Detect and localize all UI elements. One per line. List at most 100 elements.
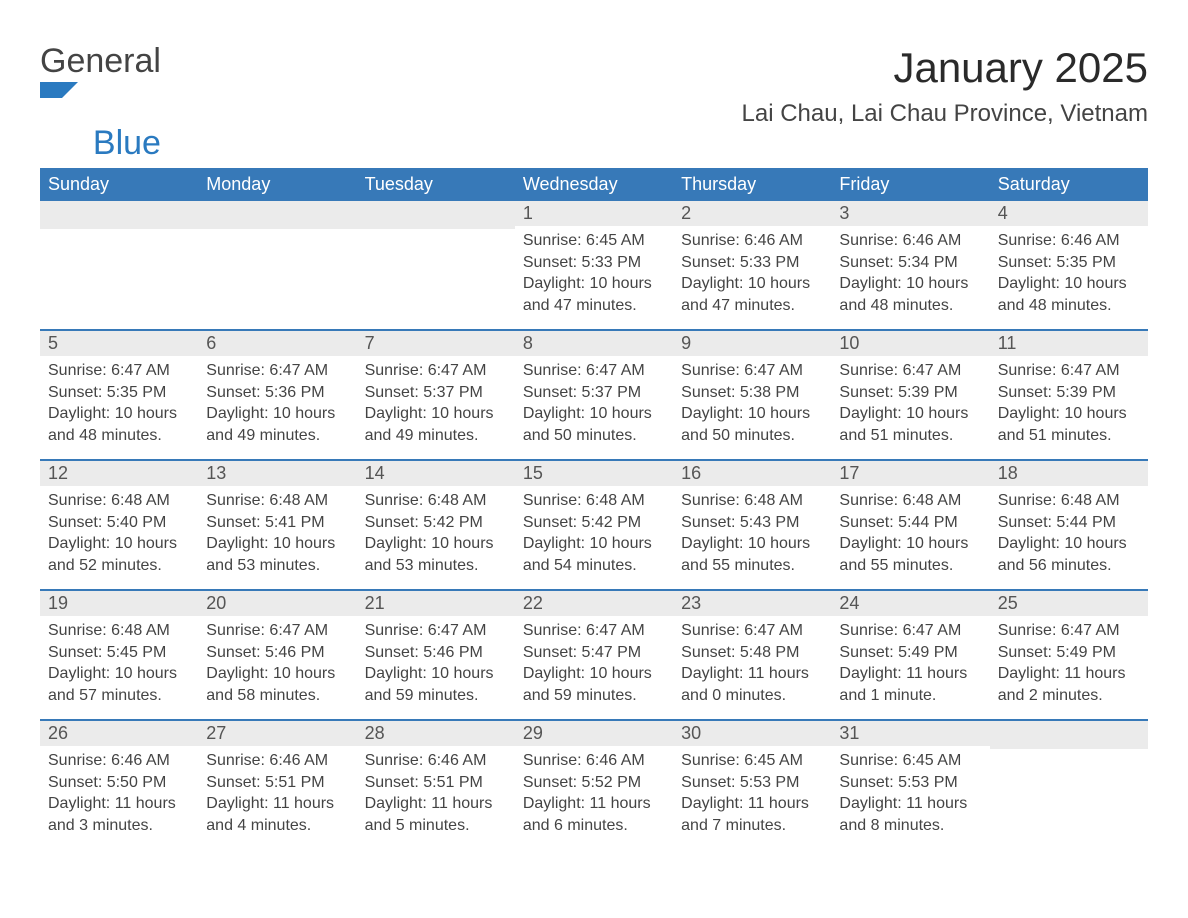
day-content: Sunrise: 6:47 AMSunset: 5:46 PMDaylight:… xyxy=(198,616,356,716)
daylight-text: Daylight: 10 hours and 47 minutes. xyxy=(523,273,665,316)
weekday-header: Saturday xyxy=(990,168,1148,201)
sunrise-text: Sunrise: 6:47 AM xyxy=(839,620,981,642)
day-cell: 8Sunrise: 6:47 AMSunset: 5:37 PMDaylight… xyxy=(515,331,673,459)
sunset-text: Sunset: 5:35 PM xyxy=(48,382,190,404)
day-content: Sunrise: 6:45 AMSunset: 5:53 PMDaylight:… xyxy=(673,746,831,846)
daylight-text: Daylight: 10 hours and 51 minutes. xyxy=(998,403,1140,446)
sunset-text: Sunset: 5:41 PM xyxy=(206,512,348,534)
sunset-text: Sunset: 5:44 PM xyxy=(998,512,1140,534)
sunset-text: Sunset: 5:38 PM xyxy=(681,382,823,404)
daylight-text: Daylight: 11 hours and 0 minutes. xyxy=(681,663,823,706)
day-cell: 9Sunrise: 6:47 AMSunset: 5:38 PMDaylight… xyxy=(673,331,831,459)
daylight-text: Daylight: 11 hours and 8 minutes. xyxy=(839,793,981,836)
header: General Blue January 2025 Lai Chau, Lai … xyxy=(40,44,1148,160)
day-number: 1 xyxy=(515,201,673,226)
sunset-text: Sunset: 5:40 PM xyxy=(48,512,190,534)
day-content: Sunrise: 6:47 AMSunset: 5:36 PMDaylight:… xyxy=(198,356,356,456)
day-content: Sunrise: 6:47 AMSunset: 5:38 PMDaylight:… xyxy=(673,356,831,456)
weekday-header-row: SundayMondayTuesdayWednesdayThursdayFrid… xyxy=(40,168,1148,201)
day-cell: 7Sunrise: 6:47 AMSunset: 5:37 PMDaylight… xyxy=(357,331,515,459)
day-number: 23 xyxy=(673,591,831,616)
day-content: Sunrise: 6:48 AMSunset: 5:43 PMDaylight:… xyxy=(673,486,831,586)
day-number: 2 xyxy=(673,201,831,226)
day-cell: 4Sunrise: 6:46 AMSunset: 5:35 PMDaylight… xyxy=(990,201,1148,329)
weekday-header: Wednesday xyxy=(515,168,673,201)
day-number: 28 xyxy=(357,721,515,746)
week-row: 12Sunrise: 6:48 AMSunset: 5:40 PMDayligh… xyxy=(40,459,1148,589)
day-cell: 23Sunrise: 6:47 AMSunset: 5:48 PMDayligh… xyxy=(673,591,831,719)
day-cell xyxy=(40,201,198,329)
sunrise-text: Sunrise: 6:45 AM xyxy=(523,230,665,252)
weekday-header: Sunday xyxy=(40,168,198,201)
sunrise-text: Sunrise: 6:46 AM xyxy=(523,750,665,772)
day-cell: 17Sunrise: 6:48 AMSunset: 5:44 PMDayligh… xyxy=(831,461,989,589)
day-content: Sunrise: 6:46 AMSunset: 5:52 PMDaylight:… xyxy=(515,746,673,846)
daylight-text: Daylight: 10 hours and 49 minutes. xyxy=(206,403,348,446)
day-number: 8 xyxy=(515,331,673,356)
sunrise-text: Sunrise: 6:46 AM xyxy=(839,230,981,252)
daylight-text: Daylight: 10 hours and 53 minutes. xyxy=(206,533,348,576)
daylight-text: Daylight: 10 hours and 54 minutes. xyxy=(523,533,665,576)
day-content: Sunrise: 6:46 AMSunset: 5:51 PMDaylight:… xyxy=(198,746,356,846)
day-cell: 31 Sunrise: 6:45 AMSunset: 5:53 PMDayligh… xyxy=(831,721,989,849)
day-content: Sunrise: 6:48 AMSunset: 5:44 PMDaylight:… xyxy=(990,486,1148,586)
daylight-text: Daylight: 10 hours and 50 minutes. xyxy=(523,403,665,446)
sunset-text: Sunset: 5:37 PM xyxy=(523,382,665,404)
day-number: 13 xyxy=(198,461,356,486)
sunrise-text: Sunrise: 6:48 AM xyxy=(998,490,1140,512)
sunset-text: Sunset: 5:34 PM xyxy=(839,252,981,274)
day-content: Sunrise: 6:47 AMSunset: 5:49 PMDaylight:… xyxy=(831,616,989,716)
daylight-text: Daylight: 10 hours and 48 minutes. xyxy=(998,273,1140,316)
sunrise-text: Sunrise: 6:47 AM xyxy=(839,360,981,382)
weekday-header: Tuesday xyxy=(357,168,515,201)
day-number: 3 xyxy=(831,201,989,226)
weekday-header: Monday xyxy=(198,168,356,201)
day-content: Sunrise: 6:45 AMSunset: 5:33 PMDaylight:… xyxy=(515,226,673,326)
day-content: Sunrise: 6:47 AMSunset: 5:35 PMDaylight:… xyxy=(40,356,198,456)
page-subtitle: Lai Chau, Lai Chau Province, Vietnam xyxy=(742,100,1148,128)
sunset-text: Sunset: 5:46 PM xyxy=(365,642,507,664)
day-cell: 16Sunrise: 6:48 AMSunset: 5:43 PMDayligh… xyxy=(673,461,831,589)
day-number: 5 xyxy=(40,331,198,356)
day-number: 20 xyxy=(198,591,356,616)
day-cell: 6Sunrise: 6:47 AMSunset: 5:36 PMDaylight… xyxy=(198,331,356,459)
day-number: 31 xyxy=(831,721,989,746)
day-content: Sunrise: 6:47 AMSunset: 5:37 PMDaylight:… xyxy=(357,356,515,456)
empty-day-number xyxy=(198,201,356,229)
day-number: 9 xyxy=(673,331,831,356)
sunrise-text: Sunrise: 6:45 AM xyxy=(839,750,981,772)
day-number: 21 xyxy=(357,591,515,616)
day-content: Sunrise: 6:46 AMSunset: 5:35 PMDaylight:… xyxy=(990,226,1148,326)
daylight-text: Daylight: 10 hours and 55 minutes. xyxy=(681,533,823,576)
daylight-text: Daylight: 11 hours and 4 minutes. xyxy=(206,793,348,836)
day-cell: 29Sunrise: 6:46 AMSunset: 5:52 PMDayligh… xyxy=(515,721,673,849)
sunrise-text: Sunrise: 6:48 AM xyxy=(206,490,348,512)
day-content: Sunrise: 6:46 AMSunset: 5:51 PMDaylight:… xyxy=(357,746,515,846)
day-number: 10 xyxy=(831,331,989,356)
sunrise-text: Sunrise: 6:47 AM xyxy=(206,620,348,642)
sunset-text: Sunset: 5:35 PM xyxy=(998,252,1140,274)
day-cell xyxy=(198,201,356,329)
sunrise-text: Sunrise: 6:48 AM xyxy=(681,490,823,512)
empty-day-number xyxy=(40,201,198,229)
day-content: Sunrise: 6:48 AMSunset: 5:45 PMDaylight:… xyxy=(40,616,198,716)
sunrise-text: Sunrise: 6:48 AM xyxy=(365,490,507,512)
day-number: 30 xyxy=(673,721,831,746)
logo-text: General Blue xyxy=(40,44,161,160)
day-content: Sunrise: 6:47 AMSunset: 5:37 PMDaylight:… xyxy=(515,356,673,456)
page-title: January 2025 xyxy=(742,44,1148,92)
daylight-text: Daylight: 10 hours and 58 minutes. xyxy=(206,663,348,706)
day-cell: 10Sunrise: 6:47 AMSunset: 5:39 PMDayligh… xyxy=(831,331,989,459)
daylight-text: Daylight: 11 hours and 3 minutes. xyxy=(48,793,190,836)
weekday-header: Friday xyxy=(831,168,989,201)
sunset-text: Sunset: 5:53 PM xyxy=(839,772,981,794)
day-cell: 2Sunrise: 6:46 AMSunset: 5:33 PMDaylight… xyxy=(673,201,831,329)
sunrise-text: Sunrise: 6:48 AM xyxy=(48,620,190,642)
daylight-text: Daylight: 10 hours and 59 minutes. xyxy=(523,663,665,706)
daylight-text: Daylight: 10 hours and 47 minutes. xyxy=(681,273,823,316)
sunrise-text: Sunrise: 6:46 AM xyxy=(206,750,348,772)
day-content: Sunrise: 6:48 AMSunset: 5:41 PMDaylight:… xyxy=(198,486,356,586)
sunrise-text: Sunrise: 6:47 AM xyxy=(681,360,823,382)
day-cell: 14Sunrise: 6:48 AMSunset: 5:42 PMDayligh… xyxy=(357,461,515,589)
day-number: 27 xyxy=(198,721,356,746)
